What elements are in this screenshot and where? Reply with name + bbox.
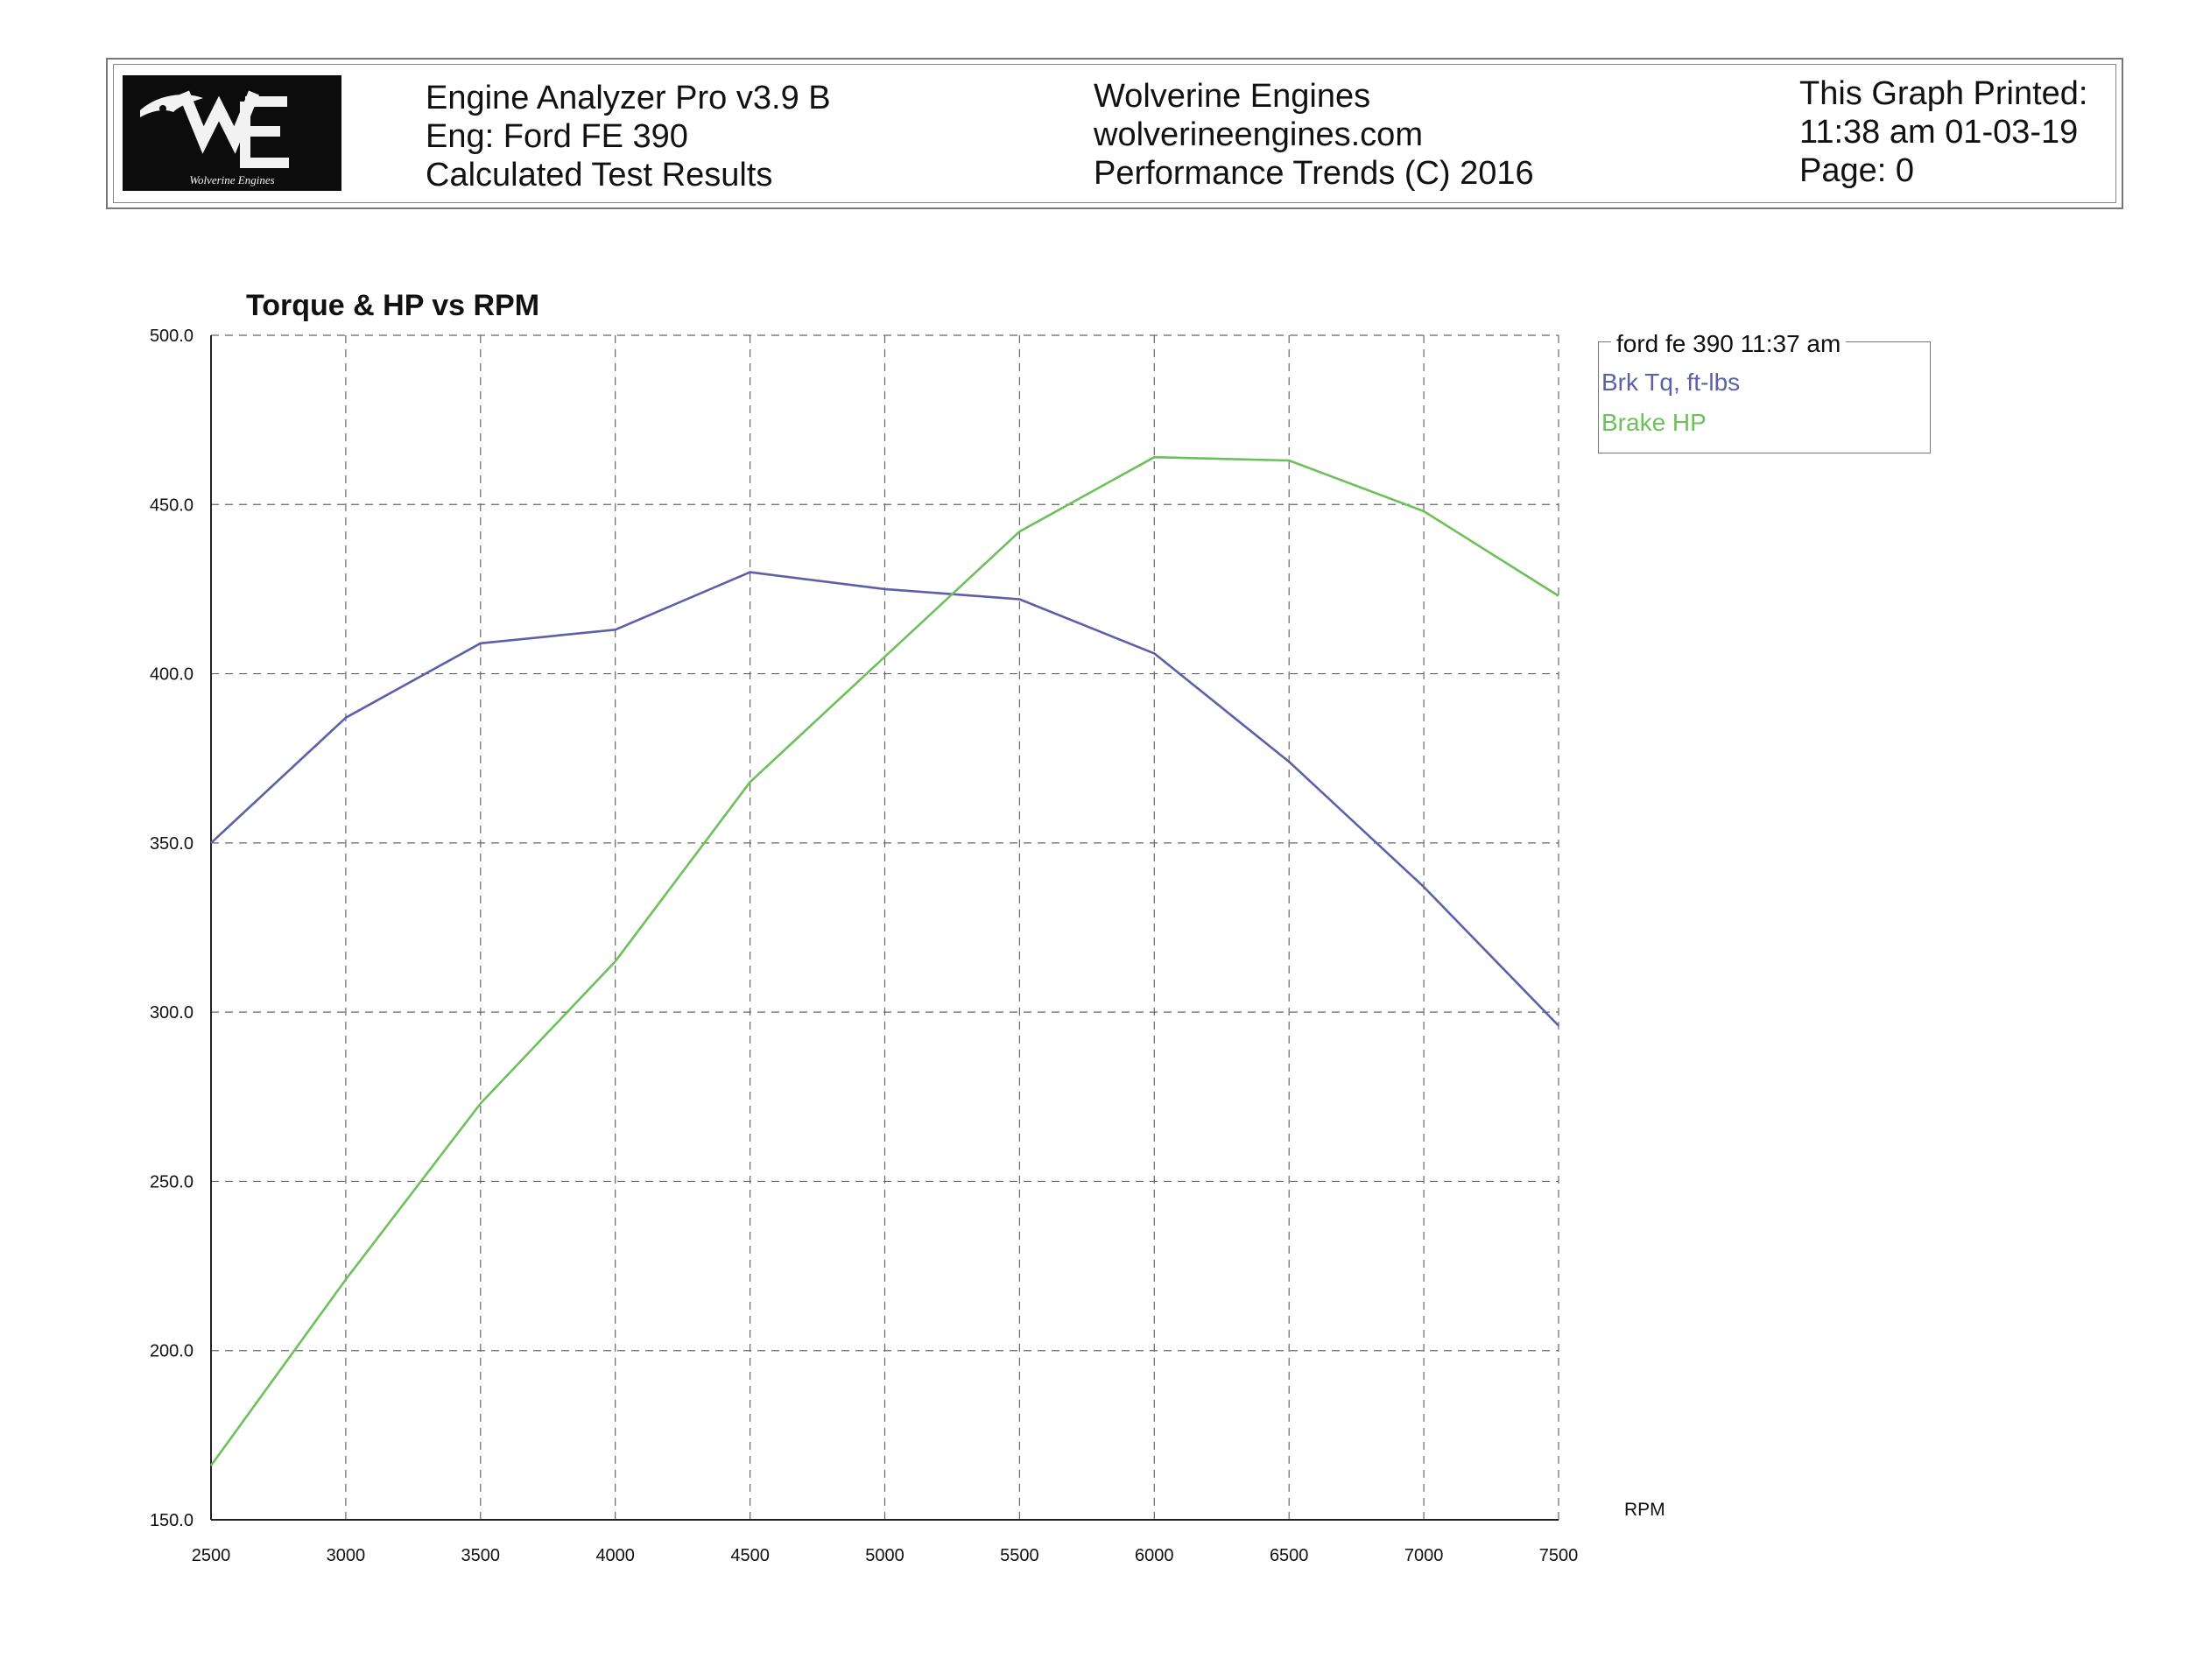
logo-text: Wolverine Engines xyxy=(189,173,274,186)
company-website: wolverineengines.com xyxy=(1094,116,1423,153)
x-tick-label: 6500 xyxy=(1270,1546,1309,1565)
wolverine-logo: Wolverine Engines xyxy=(123,75,341,191)
y-tick-labels: 150.0 200.0 250.0 300.0 350.0 400.0 450.0 500.0 xyxy=(150,327,194,1530)
grid-lines xyxy=(211,334,1559,1520)
axes xyxy=(210,335,1559,1521)
y-tick-label: 300.0 xyxy=(150,1003,194,1023)
header-program-info: Engine Analyzer Pro v3.9 B Eng: Ford FE … xyxy=(426,79,831,194)
x-tick-label: 5000 xyxy=(865,1546,904,1565)
copyright: Performance Trends (C) 2016 xyxy=(1094,155,1534,192)
program-name: Engine Analyzer Pro v3.9 B xyxy=(426,80,831,116)
legend-item-hp: Brake HP xyxy=(1601,409,1707,436)
results-type: Calculated Test Results xyxy=(426,157,773,193)
y-tick-label: 250.0 xyxy=(150,1172,194,1191)
engine-name: Eng: Ford FE 390 xyxy=(426,118,688,155)
x-tick-label: 6000 xyxy=(1135,1546,1174,1565)
x-tick-label: 7000 xyxy=(1404,1546,1444,1565)
header-print-info: This Graph Printed: 11:38 am 01-03-19 Pa… xyxy=(1799,74,2087,190)
y-tick-label: 350.0 xyxy=(150,834,194,854)
x-axis-label: RPM xyxy=(1624,1500,1665,1520)
hp-series-line xyxy=(209,455,1559,1466)
wolverine-logo-graphic: Wolverine Engines xyxy=(123,75,341,191)
torque-series-line xyxy=(210,571,1559,1027)
x-tick-label: 3500 xyxy=(461,1546,501,1565)
printed-label: This Graph Printed: xyxy=(1799,75,2088,112)
x-tick-labels: 2500 3000 3500 4000 4500 5000 5500 6000 6500 7000… xyxy=(192,1546,1579,1565)
printed-time: 11:38 am 01-03-19 xyxy=(1799,114,2079,151)
y-tick-label: 400.0 xyxy=(150,665,194,685)
legend-title: ford fe 390 11:37 am xyxy=(1611,330,1847,358)
x-tick-label: 7500 xyxy=(1539,1546,1579,1565)
report-header-inner-border xyxy=(113,64,2116,203)
legend: ford fe 390 11:37 am Brk Tq, ft-lbs Brak… xyxy=(1598,330,1931,453)
chart-title: Torque & HP vs RPM xyxy=(246,289,540,322)
x-tick-label: 4000 xyxy=(595,1546,635,1565)
x-tick-label: 3000 xyxy=(327,1546,366,1565)
y-tick-label: 200.0 xyxy=(150,1342,194,1361)
x-tick-label: 5500 xyxy=(1000,1546,1039,1565)
header-company-info: Wolverine Engines wolverineengines.com P… xyxy=(1094,77,1534,193)
y-tick-label: 500.0 xyxy=(150,327,194,346)
data-series xyxy=(209,455,1559,1466)
report-header-box xyxy=(106,58,2123,209)
legend-item-torque: Brk Tq, ft-lbs xyxy=(1601,369,1741,396)
page-number: Page: 0 xyxy=(1799,152,1914,189)
x-tick-label: 4500 xyxy=(730,1546,770,1565)
x-tick-label: 2500 xyxy=(192,1546,231,1565)
company-name: Wolverine Engines xyxy=(1094,78,1371,115)
y-tick-label: 450.0 xyxy=(150,496,194,515)
y-tick-label: 150.0 xyxy=(150,1511,194,1530)
